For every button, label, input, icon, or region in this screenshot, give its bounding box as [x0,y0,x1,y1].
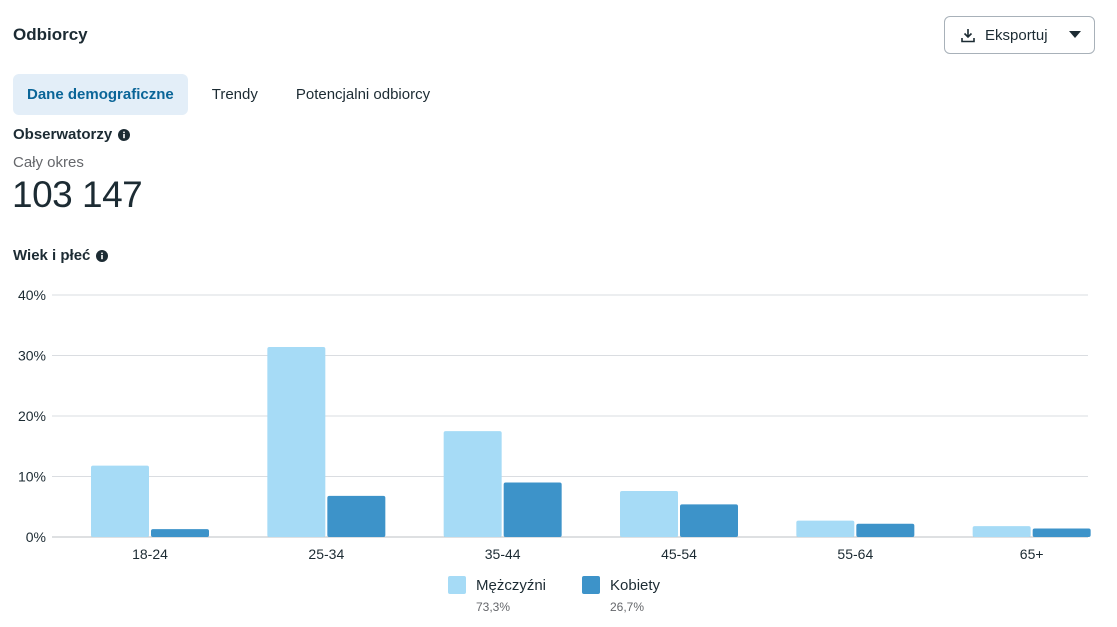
bar-women [503,482,562,537]
y-tick-label: 20% [18,408,46,424]
followers-section-title: Obserwatorzy [13,126,131,143]
bar-men [443,431,502,537]
download-icon [961,29,975,43]
x-tick-label: 65+ [1020,546,1044,562]
legend-swatch-men [448,576,466,594]
x-tick-label: 18-24 [132,546,168,562]
export-button[interactable]: Eksportuj [944,16,1095,54]
legend-percent-men: 73,3% [476,600,511,614]
info-icon[interactable] [96,249,109,262]
bar-men [91,465,149,537]
x-tick-label: 35-44 [485,546,521,562]
page-title: Odbiorcy [13,25,88,44]
legend-label-men: Mężczyźni [476,577,547,594]
y-tick-label: 30% [18,348,46,364]
tab-potential-audience[interactable]: Potencjalni odbiorcy [295,86,431,103]
age-gender-section-title: Wiek i płeć [13,247,109,264]
x-tick-label: 45-54 [661,546,697,562]
tab-demographics[interactable]: Dane demograficzne [13,74,188,115]
bar-women [327,495,386,537]
y-tick-label: 0% [26,529,46,545]
bar-women [680,504,738,537]
y-tick-label: 10% [18,469,46,485]
bar-women [1032,528,1091,537]
export-button-label: Eksportuj [985,27,1048,44]
tab-bar: Dane demograficzne Trendy Potencjalni od… [13,74,444,115]
x-tick-label: 25-34 [308,546,344,562]
info-icon[interactable] [118,128,131,141]
period-label: Cały okres [13,154,84,171]
bar-women [856,523,915,537]
caret-down-icon [1069,31,1081,38]
age-gender-chart: 0% 10% 20% 30% 40% 18-24 25-34 35-44 45-54 55-64 6… [18,287,1091,562]
followers-count: 103 147 [12,174,143,215]
bar-men [972,526,1031,537]
bar-women [151,529,209,537]
tab-trends[interactable]: Trendy [211,86,258,103]
legend-label-women: Kobiety [610,577,661,594]
bar-men [796,520,855,537]
legend-swatch-women [582,576,600,594]
legend-percent-women: 26,7% [610,600,645,614]
bar-men [267,347,326,537]
followers-title: Obserwatorzy [13,126,113,143]
age-gender-title: Wiek i płeć [13,247,91,264]
y-tick-label: 40% [18,287,46,303]
x-tick-label: 55-64 [837,546,873,562]
bar-men [620,491,678,537]
